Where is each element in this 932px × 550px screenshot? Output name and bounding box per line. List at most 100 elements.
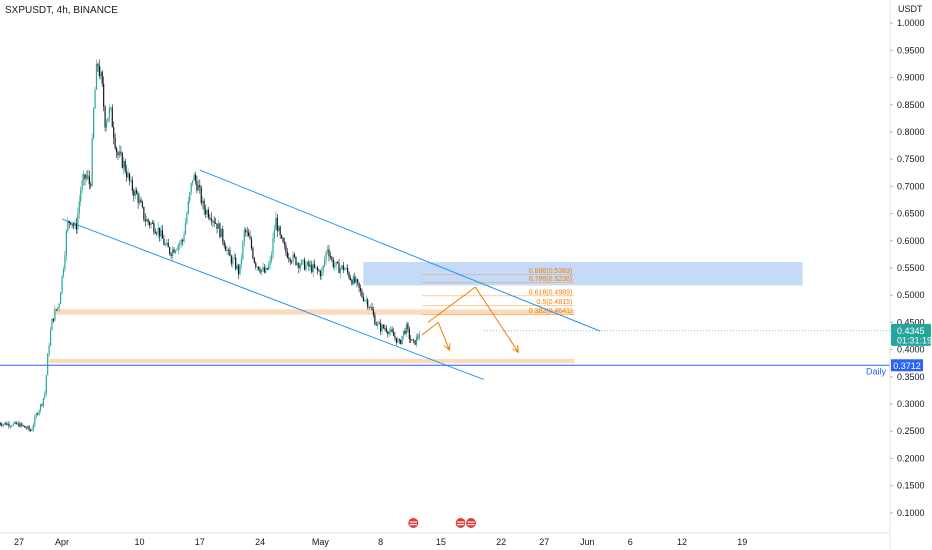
candle-body: [349, 277, 352, 280]
candle-body: [408, 329, 410, 339]
y-tick-label: 0.6000: [897, 236, 925, 246]
projection-arrow: [421, 321, 450, 351]
candle-body: [263, 267, 265, 273]
candle-body: [128, 173, 131, 181]
flag-stripe: [467, 521, 475, 523]
candle-body: [361, 291, 363, 297]
currency-label: USDT: [898, 4, 923, 14]
candle-body: [200, 187, 202, 204]
candle-body: [311, 264, 313, 273]
candle-body: [260, 269, 263, 273]
y-axis[interactable]: 1.0000 0.9500 0.9000 0.8500 0.8000 0.7500 0.70…: [889, 0, 925, 550]
candle-body: [91, 138, 93, 186]
y-tick-label: 0.5500: [897, 263, 925, 273]
candle-body: [385, 328, 387, 332]
candle-body: [342, 265, 344, 271]
candle-body: [335, 261, 337, 266]
candle-body: [57, 307, 59, 310]
candle-body: [159, 227, 161, 237]
candle-body: [133, 190, 135, 196]
candle-body: [381, 325, 383, 332]
candle-body: [100, 71, 102, 77]
x-tick-label: 15: [436, 537, 446, 547]
x-tick-label: 24: [255, 537, 265, 547]
candle-body: [47, 353, 49, 376]
candle-body: [196, 180, 198, 191]
candle-body: [236, 265, 238, 270]
candle-body: [64, 255, 66, 270]
candle-body: [54, 309, 56, 321]
candle-body: [377, 322, 379, 326]
candle-body: [68, 220, 70, 224]
candle-body: [252, 248, 254, 258]
candle-body: [6, 423, 9, 426]
candle-body: [115, 148, 118, 153]
candle-body: [90, 184, 92, 186]
candle-body: [282, 237, 284, 243]
candle-body: [269, 260, 271, 265]
candle-body: [347, 267, 349, 273]
candle-body: [45, 375, 47, 394]
candle-body: [153, 223, 155, 233]
candle-body: [362, 296, 364, 301]
candle-body: [82, 174, 85, 181]
zone-rect: [53, 309, 575, 315]
candle-body: [2, 423, 4, 426]
candle-body: [60, 292, 62, 304]
y-tick-label: 0.7500: [897, 154, 925, 164]
candle-body: [15, 421, 17, 425]
candle-body: [207, 209, 210, 218]
candle-body: [131, 180, 133, 191]
candle-body: [174, 250, 177, 253]
candle-body: [32, 425, 34, 430]
candle-body: [177, 245, 179, 250]
candle-body: [219, 223, 221, 237]
candle-body: [55, 309, 57, 311]
candle-body: [212, 220, 214, 222]
candle-body: [394, 335, 396, 338]
candle-body: [303, 259, 306, 270]
y-tick-label: 1.0000: [897, 18, 925, 28]
candle-body: [351, 279, 353, 285]
candle-body: [157, 227, 159, 234]
candle-body: [270, 254, 273, 261]
flag-stripe: [457, 524, 465, 526]
candle-body: [334, 265, 336, 267]
candle-body: [78, 201, 80, 214]
candle-body: [148, 222, 151, 226]
candle-body: [223, 241, 225, 247]
x-tick-label: May: [312, 537, 330, 547]
candle-body: [352, 276, 354, 285]
candle-body: [293, 254, 296, 258]
candle-body: [14, 421, 16, 424]
candle-body: [216, 223, 218, 229]
candle-body: [398, 339, 400, 341]
candle-body: [204, 209, 207, 215]
candle-body: [186, 213, 188, 224]
zone-rect: [49, 358, 575, 364]
y-tick-label: 0.9500: [897, 45, 925, 55]
current-price-label: 0.4345: [897, 326, 925, 336]
candle-body: [24, 425, 26, 428]
candle-body: [52, 318, 55, 321]
x-tick-label: 27: [14, 537, 24, 547]
flag-stripe: [409, 524, 417, 526]
candle-body: [104, 106, 106, 128]
candle-body: [418, 334, 420, 338]
candle-body: [81, 180, 83, 190]
x-axis[interactable]: 27 Apr 10 17 24 May 8 15 22 27 Jun 6 12 19: [0, 532, 890, 547]
candle-body: [171, 249, 174, 256]
candle-body: [249, 236, 251, 239]
candle-body: [202, 200, 204, 204]
x-tick-label: 8: [378, 537, 383, 547]
candle-body: [51, 318, 53, 331]
chart-title: SXPUSDT, 4h, BINANCE: [5, 5, 118, 16]
current-price-box: [891, 323, 931, 346]
candle-body: [295, 257, 297, 266]
candle-body: [134, 190, 136, 196]
candle-body: [117, 152, 119, 156]
candle-body: [265, 267, 267, 273]
candle-body: [77, 213, 79, 230]
candle-body: [230, 256, 232, 264]
